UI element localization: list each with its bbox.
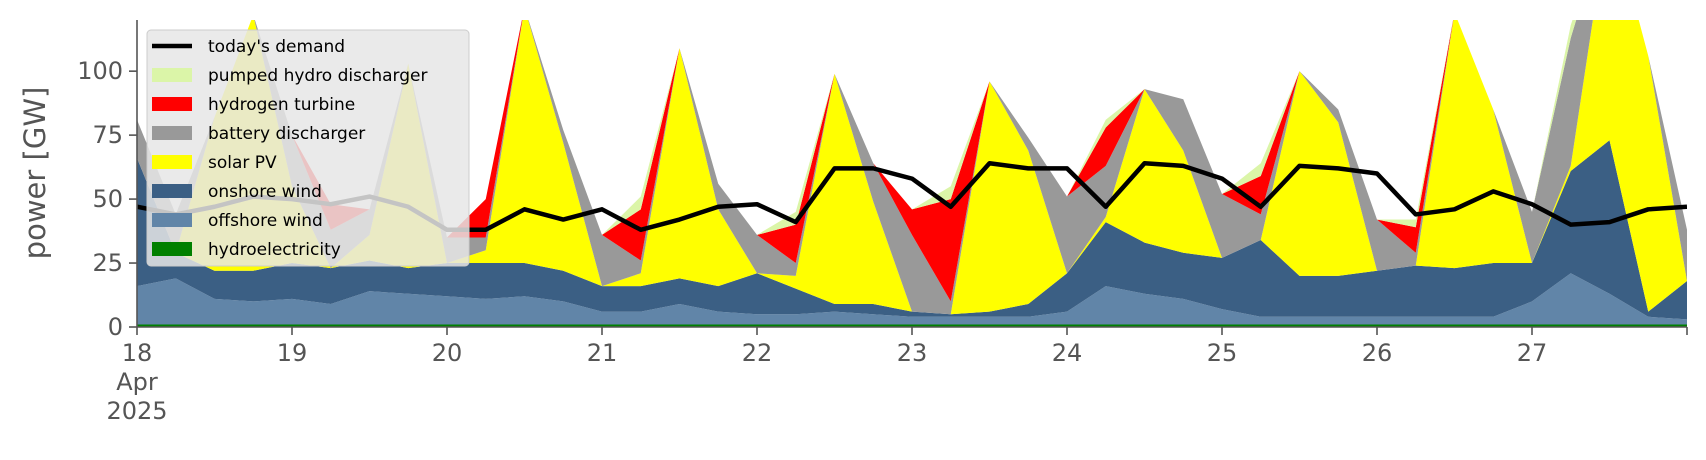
area-battery-discharger: [137, 20, 1687, 315]
legend-label: onshore wind: [208, 182, 322, 202]
legend-swatch: [152, 97, 192, 111]
legend-swatch: [152, 155, 192, 169]
x-tick-label: 22: [742, 339, 773, 367]
x-tick-label: 27: [1517, 339, 1548, 367]
legend-label: today's demand: [208, 37, 345, 57]
y-axis-label: power [GW]: [18, 87, 52, 260]
legend-label: solar PV: [208, 153, 277, 173]
legend-swatch: [152, 213, 192, 227]
y-tick-label: 100: [77, 57, 123, 85]
x-tick-label: 26: [1362, 339, 1393, 367]
x-tick-label: 19: [277, 339, 308, 367]
legend-swatch: [152, 184, 192, 198]
area-onshore-wind: [137, 140, 1687, 320]
x-tick-label: 25: [1207, 339, 1238, 367]
legend-label: hydrogen turbine: [208, 95, 355, 115]
legend-box: [146, 29, 470, 267]
legend-swatch: [152, 242, 192, 256]
legend: today's demand pumped hydro discharger hyd…: [146, 29, 470, 267]
y-tick-label: 75: [92, 121, 123, 149]
x-tick-label: 24: [1052, 339, 1083, 367]
y-tick-label: 0: [108, 313, 123, 341]
legend-label: offshore wind: [208, 211, 323, 231]
y-tick-label: 25: [92, 249, 123, 277]
x-tick-label: 2025: [106, 397, 167, 425]
y-tick-label: 50: [92, 185, 123, 213]
x-tick-label: 18: [122, 339, 153, 367]
x-tick-label: Apr: [116, 368, 158, 396]
legend-label: hydroelectricity: [208, 240, 341, 260]
legend-label: battery discharger: [208, 124, 365, 144]
legend-label: pumped hydro discharger: [208, 66, 427, 86]
area-offshore-wind: [137, 273, 1687, 325]
x-tick-label: 21: [587, 339, 618, 367]
legend-swatch: [152, 126, 192, 140]
x-tick-label: 23: [897, 339, 928, 367]
x-tick-label: 20: [432, 339, 463, 367]
legend-swatch: [152, 68, 192, 82]
area-solar-pv: [137, 20, 1687, 315]
